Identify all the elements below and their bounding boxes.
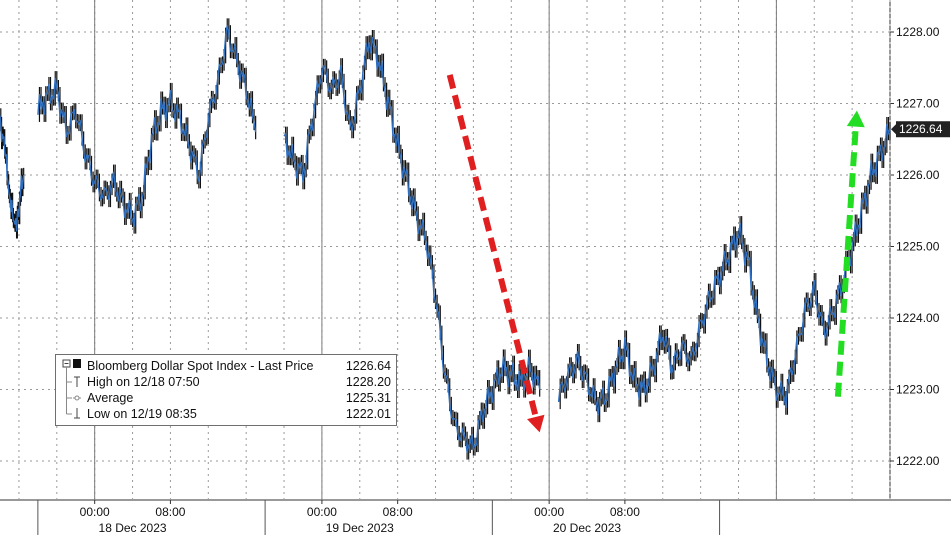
price-line [37,25,257,227]
legend-average-label: Average [87,391,134,405]
y-tick-label: 1222.00 [896,454,940,468]
price-bars [38,18,257,234]
x-tick-label: 00:00 [80,505,110,519]
legend-row-low: Low on 12/19 08:35 1222.01 [56,406,396,422]
day-label: 20 Dec 2023 [553,521,621,535]
y-tick-label: 1227.00 [896,97,940,111]
legend-row-average: Average 1225.31 [56,390,396,406]
down-arrow-shaft [446,74,539,418]
last-price-tag [896,121,950,138]
x-tick-label: 08:00 [383,505,413,519]
y-tick-label: 1224.00 [896,311,940,325]
price-line [557,124,891,416]
day-label: 19 Dec 2023 [326,521,394,535]
y-tick-label: 1226.00 [896,168,940,182]
y-tick-label: 1225.00 [896,240,940,254]
legend-row-series: Bloomberg Dollar Spot Index - Last Price… [56,358,396,374]
legend-low-value: 1222.01 [345,407,391,421]
legend-tree-icon [62,359,81,419]
legend-series-label: Bloomberg Dollar Spot Index - Last Price [87,359,314,373]
legend-low-label: Low on 12/19 08:35 [87,407,197,421]
y-tick-label: 1228.00 [896,25,940,39]
down-arrow-head [527,414,545,433]
price-bars [285,29,541,460]
price-line [283,36,541,453]
x-tick-label: 08:00 [155,505,185,519]
legend-high-label: High on 12/18 07:50 [87,375,200,389]
x-tick-label: 08:00 [610,505,640,519]
last-price-tag-pointer [891,124,896,135]
chart-legend: Bloomberg Dollar Spot Index - Last Price… [55,354,397,426]
up-arrow-shaft [834,126,859,397]
legend-average-value: 1225.31 [345,391,391,405]
legend-row-high: High on 12/18 07:50 1228.20 [56,374,396,390]
up-arrow-head [846,110,865,128]
price-line [0,115,25,232]
last-price-label: 1226.64 [899,122,943,136]
price-bars [0,108,25,239]
legend-high-value: 1228.20 [345,375,391,389]
legend-series-value: 1226.64 [345,359,391,373]
x-tick-label: 00:00 [534,505,564,519]
day-label: 18 Dec 2023 [99,521,167,535]
x-tick-label: 00:00 [307,505,337,519]
y-tick-label: 1223.00 [896,383,940,397]
